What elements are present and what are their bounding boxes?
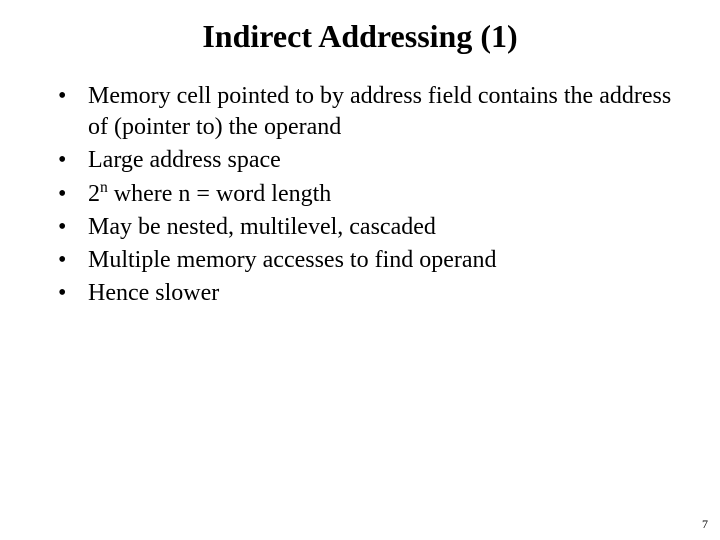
bullet-text: Large address space <box>88 147 281 173</box>
list-item: Memory cell pointed to by address field … <box>58 81 680 143</box>
list-item: Multiple memory accesses to find operand <box>58 245 680 276</box>
bullet-text: Hence slower <box>88 280 219 306</box>
bullet-rest: where n = word length <box>108 181 331 207</box>
bullet-text: Memory cell pointed to by address field … <box>88 83 671 140</box>
bullet-text: Multiple memory accesses to find operand <box>88 247 497 273</box>
page-number: 7 <box>702 517 708 532</box>
bullet-list: Memory cell pointed to by address field … <box>40 81 680 309</box>
bullet-base: 2 <box>88 181 100 207</box>
list-item: Hence slower <box>58 278 680 309</box>
slide: Indirect Addressing (1) Memory cell poin… <box>0 0 720 540</box>
bullet-exponent: n <box>100 179 108 196</box>
list-item: Large address space <box>58 145 680 176</box>
list-item: 2n where n = word length <box>58 179 680 210</box>
bullet-text: May be nested, multilevel, cascaded <box>88 214 436 240</box>
slide-title: Indirect Addressing (1) <box>40 18 680 55</box>
list-item: May be nested, multilevel, cascaded <box>58 212 680 243</box>
